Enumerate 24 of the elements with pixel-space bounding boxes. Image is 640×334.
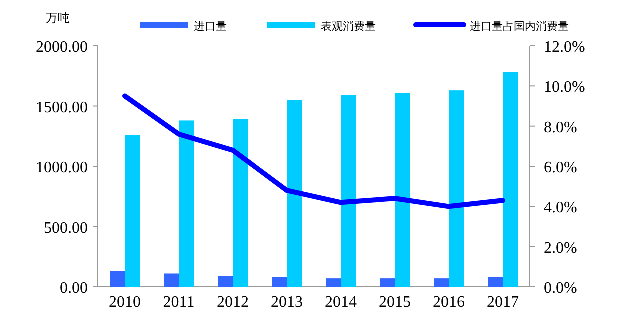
y2-tick-label: 10.0% — [544, 79, 586, 96]
y2-tick-label: 6.0% — [544, 160, 578, 176]
legend-label: 进口量占国内消费量 — [470, 20, 569, 33]
x-tick-label: 2013 — [271, 294, 303, 311]
legend-label: 进口量 — [194, 20, 227, 33]
y2-tick-label: 2.0% — [544, 240, 578, 257]
x-tick-label: 2014 — [325, 294, 357, 311]
x-tick-label: 2011 — [163, 294, 195, 311]
x-tick-label: 2016 — [433, 294, 465, 311]
legend-label: 表观消费量 — [321, 20, 376, 33]
x-tick-label: 2012 — [217, 294, 249, 311]
x-tick-label: 2010 — [109, 294, 141, 311]
y2-tick-label: 0.0% — [544, 280, 578, 297]
y-tick-label: 0.00 — [60, 280, 88, 297]
y2-tick-label: 4.0% — [544, 200, 578, 217]
y-tick-label: 1500.00 — [36, 99, 88, 116]
x-tick-label: 2015 — [379, 294, 411, 311]
x-tick-label: 2017 — [487, 294, 519, 311]
y-tick-label: 2000.00 — [36, 39, 88, 56]
y-tick-label: 500.00 — [44, 220, 88, 237]
y-tick-label: 1000.00 — [36, 160, 88, 176]
y2-tick-label: 12.0% — [544, 39, 586, 56]
y-axis-title: 万吨 — [46, 11, 70, 25]
y2-tick-label: 8.0% — [544, 119, 578, 136]
